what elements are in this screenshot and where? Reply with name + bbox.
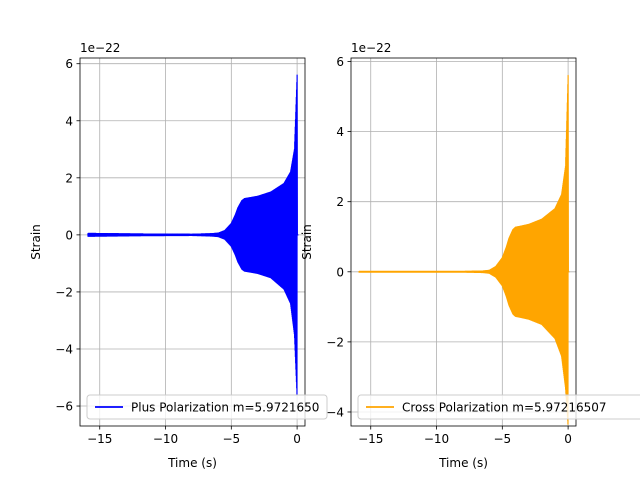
legend-box: [357, 394, 640, 420]
subplot-2: −15 −10 −5 0 −4 −2 0 2 4 6 1e−22 Time (s) Strain Cros…: [300, 41, 640, 470]
x-tick-label: −5: [222, 432, 240, 446]
y-tick-label: −6: [55, 400, 73, 414]
y-tick-label: 6: [65, 57, 73, 71]
y-tick-label: −2: [55, 285, 73, 299]
subplots: −15 −10 −5 0 −6 −4 −2 0 2 4 6 1e−22 Time (s) Strain Pl…: [29, 41, 640, 470]
y-tick-label: 4: [336, 125, 344, 139]
x-tick-label: 0: [293, 432, 301, 446]
series-line: [87, 74, 299, 395]
y-tick-label: 4: [65, 114, 73, 128]
legend: Cross Polarization m=5.97216507: [357, 394, 640, 420]
y-tick-label: −4: [55, 342, 73, 356]
legend-label: Plus Polarization m=5.9721650: [131, 401, 319, 415]
subplot-1: −15 −10 −5 0 −6 −4 −2 0 2 4 6 1e−22 Time (s) Strain Pl…: [29, 41, 328, 470]
y-axis-label: Strain: [300, 224, 314, 260]
y-offset-label: 1e−22: [351, 41, 391, 55]
x-tick-label: −10: [153, 432, 178, 446]
x-tick-label: −5: [493, 432, 511, 446]
axes-frame: [79, 57, 306, 427]
waveform-path: [358, 74, 570, 425]
y-axis-label: Strain: [29, 224, 43, 260]
y-tick-label: −2: [326, 335, 344, 349]
y-tick-label: 2: [65, 171, 73, 185]
x-tick-label: −15: [87, 432, 112, 446]
y-tick-label: 2: [336, 195, 344, 209]
x-tick-label: −15: [358, 432, 383, 446]
legend: Plus Polarization m=5.9721650: [86, 394, 328, 420]
x-tick-label: 0: [564, 432, 572, 446]
legend-label: Cross Polarization m=5.97216507: [402, 401, 607, 415]
legend-box: [86, 394, 328, 420]
axes-frame: [350, 57, 577, 427]
x-axis-label: Time (s): [438, 456, 488, 470]
y-offset-label: 1e−22: [80, 41, 120, 55]
series-line: [358, 74, 570, 425]
x-tick-label: −10: [424, 432, 449, 446]
y-tick-label: 6: [336, 55, 344, 69]
y-tick-label: 0: [65, 228, 73, 242]
y-tick-label: 0: [336, 265, 344, 279]
y-tick-label: −4: [326, 405, 344, 419]
x-axis-label: Time (s): [167, 456, 217, 470]
waveform-path: [87, 74, 299, 395]
